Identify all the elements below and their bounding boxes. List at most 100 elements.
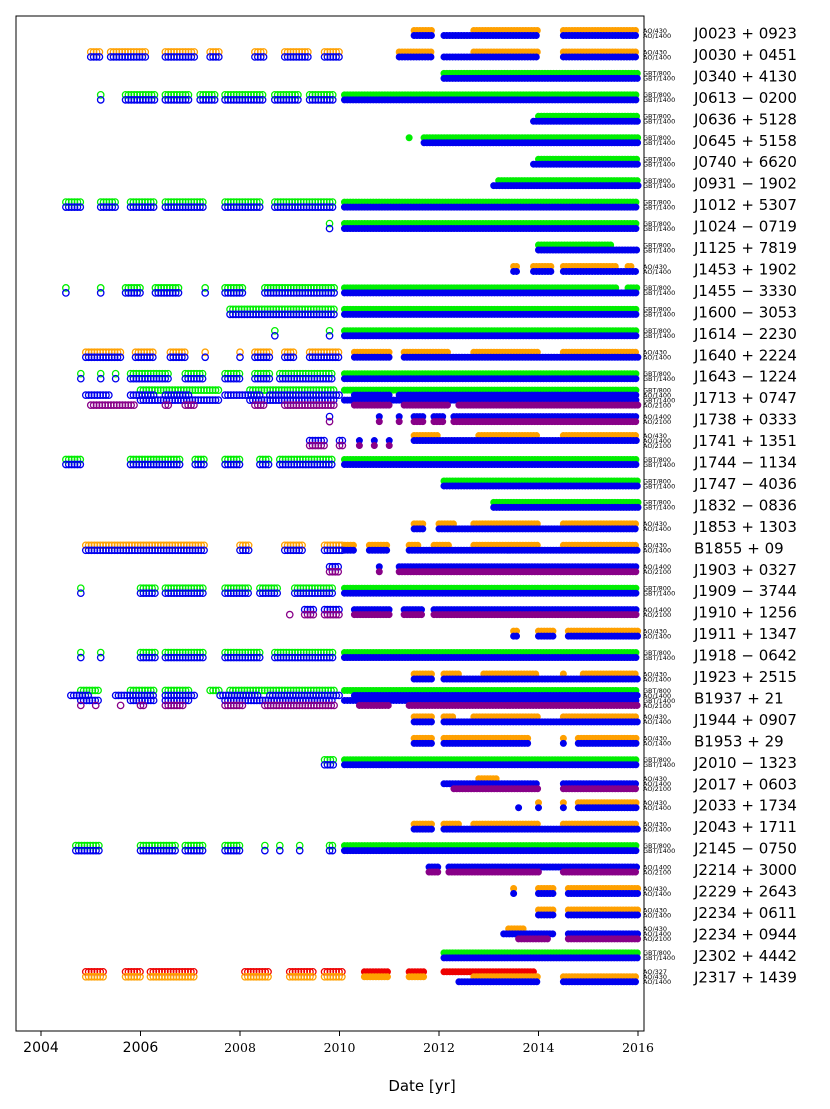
observation-band [490, 182, 642, 190]
observation-point [547, 267, 555, 275]
observation-band [530, 117, 641, 125]
pulsar-row [440, 69, 641, 82]
observation-point [214, 53, 223, 61]
observation-point [325, 96, 334, 104]
observation-point [141, 53, 150, 61]
observation-point [443, 401, 451, 409]
pulsar-row [490, 177, 642, 190]
observation-band [440, 74, 641, 82]
observation-point [632, 460, 640, 468]
observation-band [76, 374, 640, 383]
observation-point [395, 418, 403, 426]
observation-point [332, 53, 340, 61]
observation-band [440, 482, 641, 490]
observation-band [270, 331, 640, 340]
pulsar-row [405, 134, 642, 147]
observation-point [439, 418, 447, 426]
observation-point [96, 96, 105, 104]
pulsar-row [96, 91, 640, 104]
observation-band [420, 139, 642, 147]
pulsar-row [490, 498, 642, 511]
observation-point [633, 160, 641, 168]
observation-point [427, 31, 435, 39]
pulsar-row [270, 326, 640, 340]
observation-point [632, 53, 640, 61]
observation-point [335, 53, 343, 61]
observation-point [632, 289, 640, 297]
observation-point [632, 225, 640, 233]
pulsar-row [325, 219, 640, 233]
observation-point [291, 96, 299, 104]
observation-point [632, 437, 640, 445]
observation-point [632, 310, 640, 318]
observation-point [259, 53, 268, 61]
observation-band [530, 160, 641, 168]
observation-point [633, 74, 641, 82]
pulsar-row [410, 26, 640, 39]
observation-band [86, 53, 640, 61]
observation-point [532, 31, 540, 39]
observation-point [634, 353, 642, 361]
observation-point [255, 96, 264, 104]
observation-point [634, 401, 642, 409]
observation-point [150, 96, 159, 104]
observation-point [632, 418, 640, 426]
observation-band [490, 503, 642, 511]
observation-point [147, 96, 156, 104]
observation-point [532, 53, 540, 61]
observation-point [419, 418, 427, 426]
observation-point [633, 482, 641, 490]
observation-point [187, 53, 196, 61]
observation-point [632, 203, 640, 211]
observation-band [226, 310, 640, 319]
observation-point [190, 53, 199, 61]
observation-point [328, 96, 337, 104]
observation-point [633, 117, 641, 125]
pulsar-row [440, 477, 641, 490]
observation-point [632, 267, 640, 275]
observation-point [92, 53, 101, 61]
observation-point [370, 442, 378, 450]
observation-point [632, 332, 640, 340]
observation-point [212, 53, 220, 61]
observation-point [634, 139, 642, 147]
observation-point [385, 353, 393, 361]
observation-point [633, 246, 641, 254]
observation-point [405, 134, 413, 142]
observation-point [427, 53, 435, 61]
observation-point [138, 53, 147, 61]
observation-point [355, 442, 363, 450]
pulsar-row [410, 520, 640, 533]
pulsar-row [530, 155, 641, 168]
observation-point [631, 525, 639, 533]
observation-point [375, 418, 383, 426]
observation-point [301, 53, 309, 61]
observation-point [634, 182, 642, 190]
observation-point [256, 53, 265, 61]
pulsar-row [530, 112, 641, 125]
pulsar-row [86, 48, 640, 61]
observation-point [632, 31, 640, 39]
observation-point [513, 267, 521, 275]
observation-point [184, 96, 193, 104]
pulsar-row [76, 369, 640, 383]
observation-band [534, 246, 641, 254]
observation-band [410, 525, 639, 533]
observation-band [96, 96, 640, 104]
observation-point [385, 442, 393, 450]
observation-band [325, 224, 640, 233]
observation-point [419, 525, 427, 533]
observation-point [304, 53, 312, 61]
observation-point [210, 96, 219, 104]
observation-point [632, 375, 640, 383]
observation-point [385, 401, 393, 409]
observation-point [207, 96, 216, 104]
observation-point [634, 503, 642, 511]
observation-point [96, 91, 105, 99]
observation-point [95, 53, 104, 61]
observation-point [294, 96, 302, 104]
observation-band [410, 31, 640, 39]
observation-point [181, 96, 190, 104]
observation-point [632, 96, 640, 104]
